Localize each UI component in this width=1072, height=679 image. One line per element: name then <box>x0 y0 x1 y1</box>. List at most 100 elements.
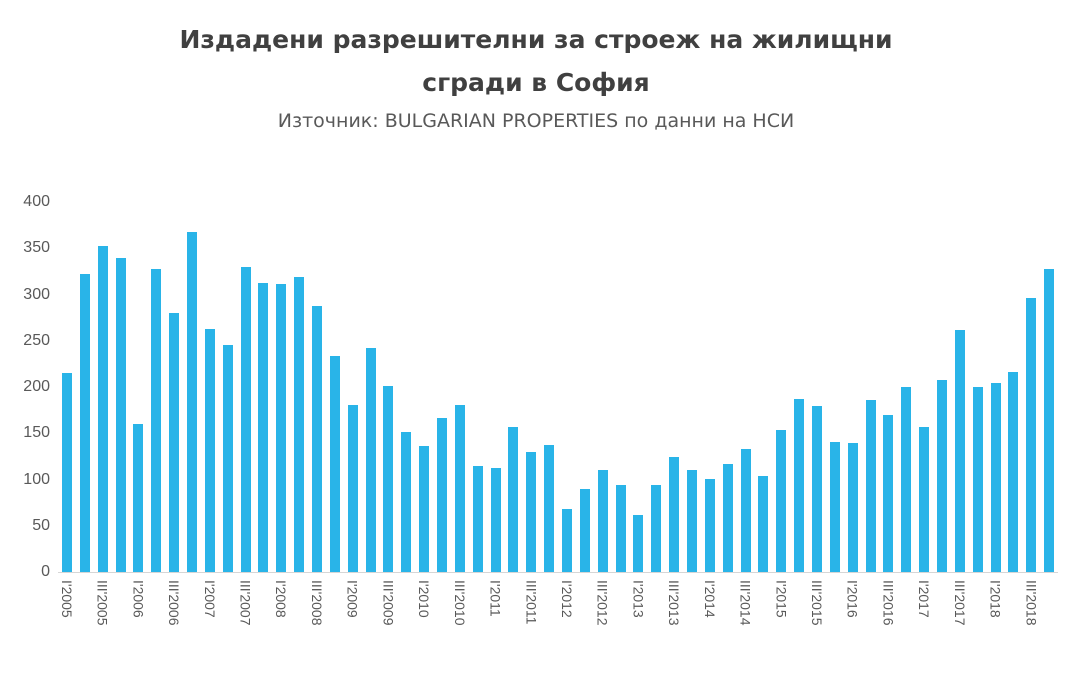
x-axis-tick-label: I'2013 <box>630 580 647 618</box>
x-tick-slot: III'2005 <box>94 573 112 645</box>
bar-II'2017 <box>937 379 948 572</box>
bar-slot <box>272 202 290 572</box>
bar-III'2014 <box>740 448 751 572</box>
x-tick-slot: III'2017 <box>951 573 969 645</box>
x-axis-tick-label: III'2016 <box>880 580 897 626</box>
x-axis-tick-label: I'2016 <box>844 580 861 618</box>
bar-slot <box>254 202 272 572</box>
x-axis-tick-label: I'2008 <box>273 580 290 618</box>
x-axis-tick-label: III'2008 <box>308 580 325 626</box>
bar-slot <box>987 202 1005 572</box>
bar-slot <box>183 202 201 572</box>
bar-slot <box>451 202 469 572</box>
bar-I'2018 <box>990 383 1001 572</box>
x-axis-tick-label: I'2011 <box>487 580 504 617</box>
x-axis-tick-label: III'2007 <box>237 580 254 626</box>
bar-III'2010 <box>454 404 465 572</box>
x-tick-slot: III'2010 <box>451 573 469 645</box>
x-axis-tick-label: III'2010 <box>451 580 468 626</box>
x-tick-slot <box>469 573 487 645</box>
bar-slot <box>344 202 362 572</box>
x-tick-slot: I'2016 <box>844 573 862 645</box>
x-tick-slot: I'2012 <box>558 573 576 645</box>
x-tick-slot <box>433 573 451 645</box>
y-axis-tick-label: 50 <box>32 516 50 534</box>
bar-I'2016 <box>847 442 858 572</box>
bar-chart: 400 350 300 250 200 150 100 50 0 I'2005 III'2005 I… <box>0 193 1072 645</box>
x-tick-slot: I'2007 <box>201 573 219 645</box>
x-tick-slot <box>504 573 522 645</box>
bar-I'2010 <box>419 446 430 572</box>
bar-I'2012 <box>561 509 572 572</box>
x-axis-tick-label: I'2015 <box>773 580 790 618</box>
bar-III'2008 <box>311 305 322 572</box>
y-axis-tick-label: 250 <box>23 331 50 349</box>
bar-slot <box>880 202 898 572</box>
bar-IV'2007 <box>258 283 269 572</box>
x-axis-tick-label: III'2017 <box>951 580 968 626</box>
bar-slot <box>397 202 415 572</box>
x-tick-slot: III'2011 <box>522 573 540 645</box>
bar-slot <box>612 202 630 572</box>
chart-title: Издадени разрешителни за строеж на жилищ… <box>179 25 893 97</box>
chart-subtitle: Източник: BULGARIAN PROPERTIES по данни … <box>277 110 795 132</box>
bar-I'2014 <box>704 478 715 572</box>
x-axis-tick-label: I'2014 <box>701 580 718 618</box>
x-tick-slot <box>612 573 630 645</box>
bar-III'2017 <box>954 329 965 572</box>
bar-IV'2010 <box>472 465 483 572</box>
bar-IV'2008 <box>329 356 340 572</box>
x-tick-slot <box>326 573 344 645</box>
bar-slot <box>790 202 808 572</box>
bar-slot <box>701 202 719 572</box>
bar-IV'2011 <box>544 445 555 572</box>
bar-III'2013 <box>669 457 680 572</box>
bar-IV'2005 <box>115 257 126 572</box>
plot-area <box>58 202 1058 573</box>
bar-slot <box>558 202 576 572</box>
x-axis-tick-label: III'2009 <box>380 580 397 626</box>
x-tick-slot <box>362 573 380 645</box>
bar-slot <box>630 202 648 572</box>
bar-IV'2018 <box>1044 268 1055 572</box>
x-tick-slot: III'2008 <box>308 573 326 645</box>
bar-slot <box>379 202 397 572</box>
x-tick-slot: III'2016 <box>880 573 898 645</box>
x-tick-slot <box>755 573 773 645</box>
bar-slot <box>737 202 755 572</box>
x-tick-slot <box>183 573 201 645</box>
bar-II'2014 <box>722 463 733 572</box>
x-tick-slot: III'2015 <box>808 573 826 645</box>
bar-II'2012 <box>579 488 590 572</box>
bar-slot <box>147 202 165 572</box>
bar-III'2016 <box>883 414 894 572</box>
x-axis-tick-label: III'2015 <box>809 580 826 626</box>
bar-II'2016 <box>865 399 876 572</box>
x-tick-slot <box>897 573 915 645</box>
x-axis: I'2005 III'2005 I'2006 III'2006 I'2007 III'20… <box>58 573 1058 645</box>
x-tick-slot <box>290 573 308 645</box>
x-axis-tick-label: I'2018 <box>987 580 1004 618</box>
x-tick-slot <box>933 573 951 645</box>
x-tick-slot: I'2017 <box>915 573 933 645</box>
x-axis-tick-label: I'2017 <box>916 580 933 618</box>
bar-II'2007 <box>222 345 233 572</box>
bar-slot <box>165 202 183 572</box>
y-axis-tick-label: 0 <box>41 563 50 580</box>
bar-slot <box>576 202 594 572</box>
bar-IV'2014 <box>758 475 769 572</box>
bar-slot <box>844 202 862 572</box>
bar-I'2013 <box>633 514 644 572</box>
bar-slot <box>326 202 344 572</box>
bar-slot <box>647 202 665 572</box>
x-axis-tick-label: I'2005 <box>58 580 75 618</box>
x-tick-slot <box>76 573 94 645</box>
bar-slot <box>308 202 326 572</box>
x-tick-slot <box>576 573 594 645</box>
bar-II'2018 <box>1008 372 1019 572</box>
bar-III'2007 <box>240 266 251 572</box>
bar-III'2015 <box>812 405 823 572</box>
bar-slot <box>665 202 683 572</box>
bar-slot <box>808 202 826 572</box>
bar-II'2010 <box>436 417 447 572</box>
